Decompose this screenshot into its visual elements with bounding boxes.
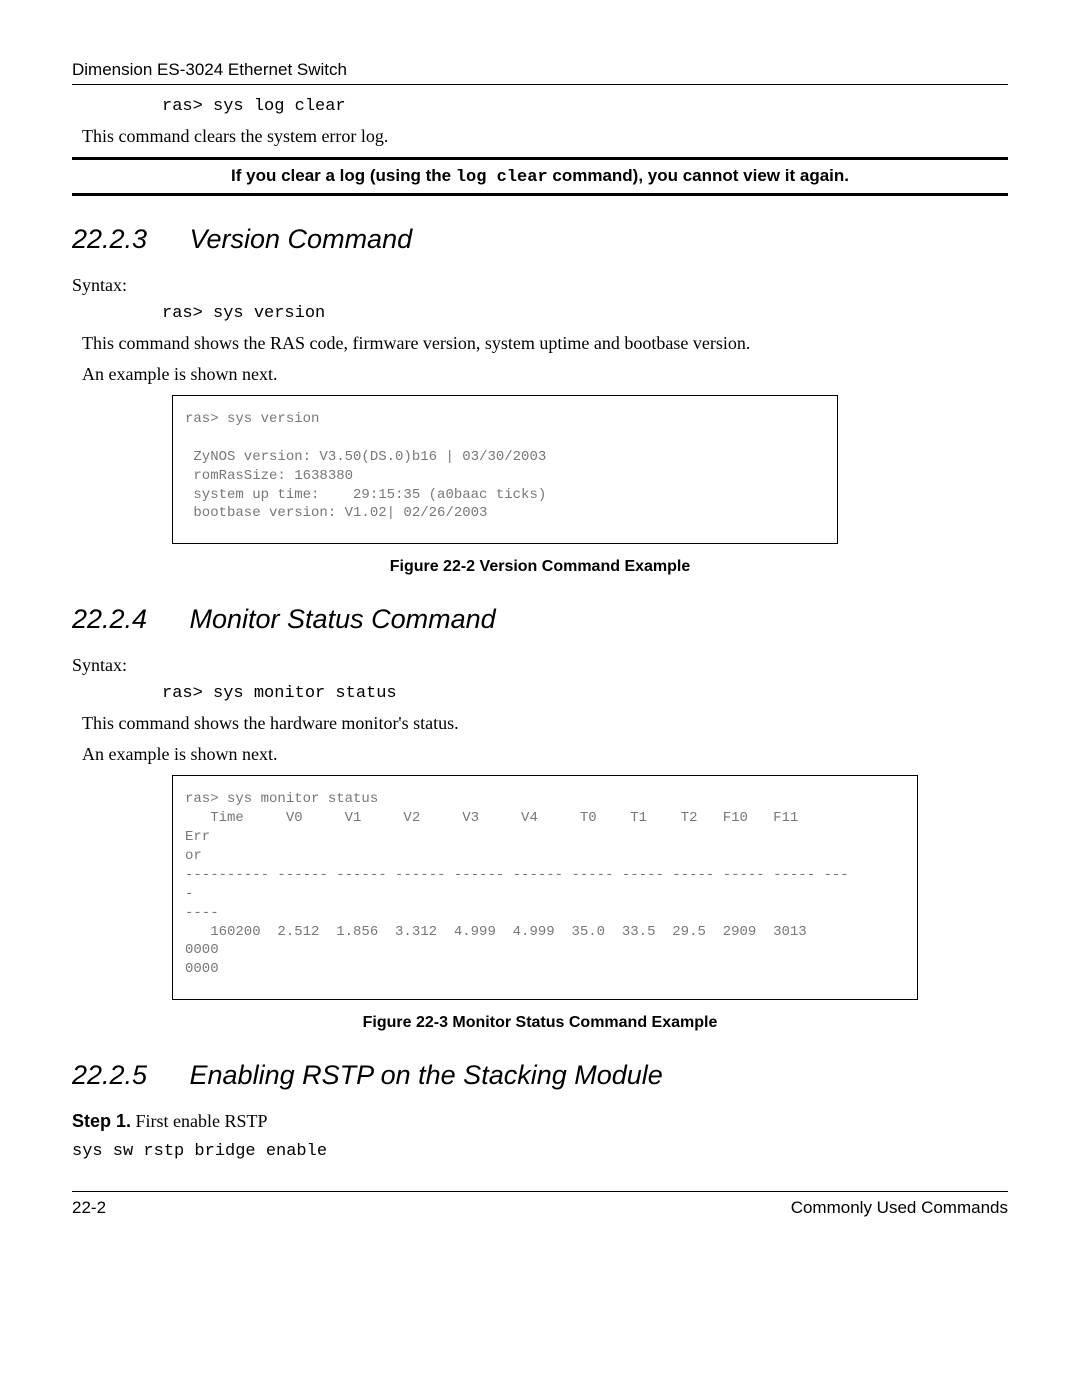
section-title: Monitor Status Command: [190, 604, 496, 634]
monitor-example-label: An example is shown next.: [82, 744, 1008, 765]
log-clear-command: ras> sys log clear: [162, 97, 1008, 116]
page-footer: 22-2 Commonly Used Commands: [72, 1191, 1008, 1218]
version-command: ras> sys version: [162, 304, 1008, 323]
note-post: command), you cannot view it again.: [548, 166, 849, 185]
footer-page-number: 22-2: [72, 1198, 106, 1218]
monitor-example-box: ras> sys monitor status Time V0 V1 V2 V3…: [172, 775, 918, 1000]
syntax-label: Syntax:: [72, 275, 1008, 296]
note-pre: If you clear a log (using the: [231, 166, 456, 185]
step-text: First enable RSTP: [131, 1111, 268, 1131]
section-number: 22.2.3: [72, 224, 182, 255]
version-example-box: ras> sys version ZyNOS version: V3.50(DS…: [172, 395, 838, 544]
version-example-label: An example is shown next.: [82, 364, 1008, 385]
section-22-2-5-heading: 22.2.5 Enabling RSTP on the Stacking Mod…: [72, 1060, 1008, 1091]
section-title: Enabling RSTP on the Stacking Module: [190, 1060, 663, 1090]
figure-22-3-caption: Figure 22-3 Monitor Status Command Examp…: [72, 1014, 1008, 1032]
syntax-label: Syntax:: [72, 655, 1008, 676]
section-22-2-4-heading: 22.2.4 Monitor Status Command: [72, 604, 1008, 635]
monitor-command: ras> sys monitor status: [162, 684, 1008, 703]
log-clear-description: This command clears the system error log…: [82, 126, 1008, 147]
section-title: Version Command: [190, 224, 413, 254]
version-description: This command shows the RAS code, firmwar…: [82, 333, 1008, 354]
footer-section-name: Commonly Used Commands: [791, 1198, 1008, 1218]
section-number: 22.2.5: [72, 1060, 182, 1091]
warning-note: If you clear a log (using the log clear …: [72, 157, 1008, 196]
step-1: Step 1. First enable RSTP: [72, 1111, 1008, 1132]
doc-header: Dimension ES-3024 Ethernet Switch: [72, 60, 1008, 85]
note-mono: log clear: [456, 168, 548, 187]
section-22-2-3-heading: 22.2.3 Version Command: [72, 224, 1008, 255]
section-number: 22.2.4: [72, 604, 182, 635]
page: Dimension ES-3024 Ethernet Switch ras> s…: [0, 0, 1080, 1258]
figure-22-2-caption: Figure 22-2 Version Command Example: [72, 558, 1008, 576]
monitor-description: This command shows the hardware monitor'…: [82, 713, 1008, 734]
rstp-enable-code: sys sw rstp bridge enable: [72, 1142, 1008, 1161]
step-label: Step 1.: [72, 1111, 131, 1131]
